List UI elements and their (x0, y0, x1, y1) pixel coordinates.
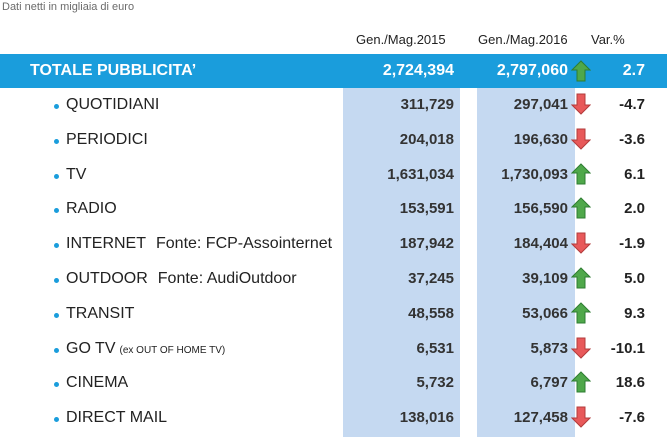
row-variation: -1.9 (619, 235, 645, 253)
table-row: TV 1,631,034 1,730,093 6.1 (0, 158, 667, 193)
table-row: INTERNET Fonte: FCP-Assointernet 187,942 18… (0, 227, 667, 262)
bullet-icon (54, 382, 59, 388)
row-label: QUOTIDIANI (66, 96, 159, 114)
arrow-up-icon (571, 60, 591, 82)
table-row: RADIO 153,591 156,590 2.0 (0, 192, 667, 227)
row-value-2015: 153,591 (399, 200, 454, 218)
row-label-text: TV (66, 165, 87, 183)
row-label: TRANSIT (66, 305, 134, 323)
total-value-2015: 2,724,394 (382, 62, 454, 79)
row-label-text: INTERNET (66, 235, 146, 253)
arrow-down-icon (571, 406, 591, 428)
row-label-text: OUTDOOR (66, 269, 148, 287)
table-row: DIRECT MAIL 138,016 127,458 -7.6 (0, 401, 667, 436)
row-label-text: TRANSIT (66, 304, 135, 322)
bullet-icon (54, 277, 59, 283)
row-label-text: GO TV (66, 339, 116, 357)
row-label-text: DIRECT MAIL (66, 409, 168, 427)
bullet-icon (54, 347, 59, 353)
row-value-2016: 39,109 (522, 269, 568, 287)
table-subtitle: Dati netti in migliaia di euro (2, 1, 135, 13)
row-label-text: CINEMA (66, 374, 129, 392)
bullet-icon (54, 243, 59, 249)
row-value-2015: 48,558 (408, 304, 454, 322)
arrow-down-icon (571, 93, 591, 115)
bullet-icon (54, 312, 59, 318)
row-value-2016: 156,590 (513, 200, 568, 218)
row-value-2016: 297,041 (513, 96, 568, 113)
row-value-2016: 196,630 (513, 130, 568, 148)
table-row: TRANSIT 48,558 53,066 9.3 (0, 297, 667, 332)
table-row: PERIODICI 204,018 196,630 -3.6 (0, 123, 667, 158)
row-label: DIRECT MAIL (66, 409, 167, 427)
total-label: TOTALE PUBBLICITA’ (30, 62, 197, 79)
row-variation: 9.3 (624, 304, 645, 322)
bullet-icon (54, 104, 59, 109)
row-value-2015: 6,531 (416, 339, 454, 357)
table-row: CINEMA 5,732 6,797 18.6 (0, 366, 667, 401)
header-2016: Gen./Mag.2016 (478, 32, 568, 47)
header-2015: Gen./Mag.2015 (356, 32, 446, 47)
table-row: GO TV (ex OUT OF HOME TV) 6,531 5,873 -10.1 (0, 332, 667, 367)
column-2015-highlight (343, 88, 460, 437)
row-label: OUTDOOR Fonte: AudiOutdoor (66, 270, 297, 288)
arrow-up-icon (571, 162, 591, 185)
bullet-icon (54, 173, 59, 179)
row-variation: -3.6 (619, 130, 645, 148)
row-label: CINEMA (66, 374, 128, 392)
row-value-2016: 127,458 (513, 409, 568, 427)
row-source-note: Fonte: FCP-Assointernet (156, 235, 333, 253)
arrow-up-icon (571, 267, 591, 289)
arrow-down-icon (571, 232, 591, 254)
arrow-up-icon (571, 302, 591, 324)
row-value-2015: 138,016 (399, 409, 454, 427)
bullet-icon (54, 138, 59, 144)
column-2016-highlight (477, 88, 575, 437)
row-variation: -7.6 (619, 409, 645, 427)
row-value-2015: 5,732 (416, 374, 454, 392)
total-variation: 2.7 (622, 62, 645, 79)
row-variation: 6.1 (624, 165, 645, 183)
row-small-note: (ex OUT OF HOME TV) (119, 344, 226, 356)
row-variation: 18.6 (615, 374, 645, 392)
row-variation: -4.7 (619, 96, 645, 113)
header-variation: Var.% (591, 32, 625, 47)
row-label: INTERNET Fonte: FCP-Assointernet (66, 235, 332, 253)
row-label: RADIO (66, 200, 117, 218)
row-source-note: Fonte: AudiOutdoor (157, 269, 297, 287)
row-value-2016: 6,797 (530, 374, 568, 392)
row-variation: -10.1 (610, 339, 645, 357)
row-label-text: PERIODICI (66, 130, 148, 148)
total-row: TOTALE PUBBLICITA’ 2,724,394 2,797,060 2… (0, 54, 667, 88)
row-value-2015: 1,631,034 (387, 165, 454, 183)
row-label-text: RADIO (66, 200, 117, 218)
row-label: TV (66, 166, 86, 184)
row-label: GO TV (ex OUT OF HOME TV) (66, 340, 225, 358)
row-value-2015: 204,018 (399, 130, 454, 148)
table-row: OUTDOOR Fonte: AudiOutdoor 37,245 39,109 5.0 (0, 262, 667, 297)
arrow-down-icon (571, 337, 591, 359)
row-value-2015: 311,729 (400, 96, 454, 113)
total-value-2016: 2,797,060 (496, 62, 568, 79)
row-value-2016: 1,730,093 (501, 165, 568, 183)
table-row: QUOTIDIANI 311,729 297,041 -4.7 (0, 88, 667, 123)
row-label: PERIODICI (66, 131, 148, 149)
bullet-icon (54, 208, 59, 214)
arrow-up-icon (571, 197, 591, 219)
arrow-down-icon (571, 128, 591, 150)
row-value-2015: 37,245 (408, 269, 454, 287)
arrow-up-icon (571, 371, 591, 393)
row-variation: 2.0 (624, 200, 645, 218)
row-value-2016: 53,066 (522, 304, 568, 322)
row-label-text: QUOTIDIANI (66, 96, 160, 113)
row-value-2016: 184,404 (513, 235, 568, 253)
row-variation: 5.0 (624, 269, 645, 287)
row-value-2015: 187,942 (399, 235, 454, 253)
data-rows: QUOTIDIANI 311,729 297,041 -4.7 PERIODICI 204… (0, 88, 667, 436)
bullet-icon (54, 417, 59, 423)
row-value-2016: 5,873 (530, 339, 568, 357)
